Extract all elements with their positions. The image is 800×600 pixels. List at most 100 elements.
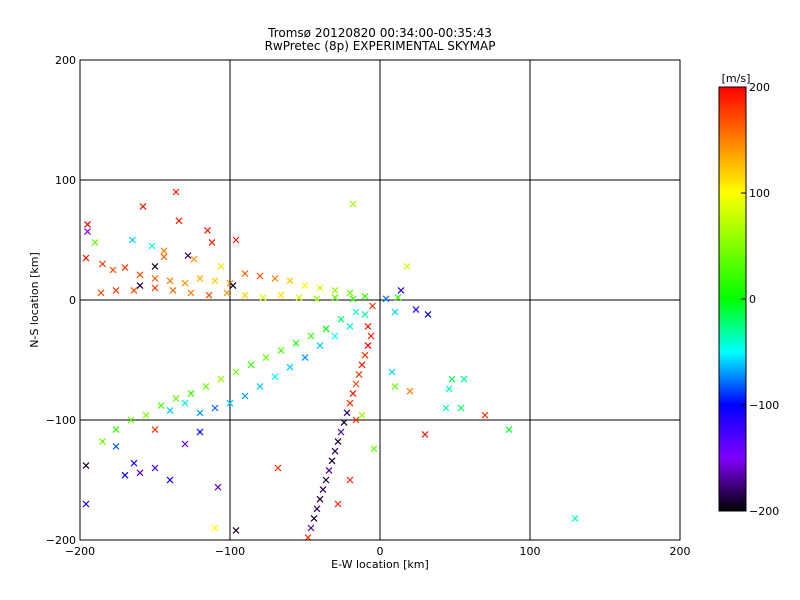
data-point <box>301 354 309 362</box>
data-point <box>352 380 360 388</box>
data-point <box>99 260 106 268</box>
data-point <box>364 342 372 350</box>
data-point <box>382 295 390 303</box>
data-point <box>277 291 285 299</box>
x-tick-label: 200 <box>670 545 691 558</box>
data-point <box>412 306 420 314</box>
data-point <box>136 469 144 477</box>
y-tick-label: 0 <box>69 294 76 307</box>
data-point <box>82 500 90 508</box>
data-point <box>211 277 219 285</box>
data-point <box>328 457 336 465</box>
colorbar-tick-label: 100 <box>749 187 770 200</box>
data-point <box>232 236 240 244</box>
data-point <box>151 426 159 434</box>
data-point <box>310 514 318 522</box>
x-axis-label: E-W location [km] <box>331 558 429 571</box>
data-point <box>166 476 174 484</box>
data-point <box>337 315 345 323</box>
data-point <box>223 289 231 297</box>
colorbar-label: [m/s] <box>722 72 751 85</box>
data-point <box>316 495 324 503</box>
data-point <box>112 442 120 450</box>
data-point <box>388 368 396 376</box>
data-point <box>421 430 429 438</box>
data-point <box>346 476 354 484</box>
y-tick-label: 100 <box>55 174 76 187</box>
data-point <box>229 282 237 290</box>
data-point <box>187 289 195 297</box>
data-point <box>277 346 285 354</box>
data-point <box>313 505 321 513</box>
data-point <box>84 220 91 228</box>
data-point <box>448 375 456 383</box>
data-point <box>481 411 489 419</box>
data-point <box>190 255 198 263</box>
data-point <box>232 526 240 534</box>
data-point <box>202 382 210 390</box>
data-point <box>343 409 351 417</box>
data-point <box>130 286 138 294</box>
data-point <box>160 247 168 255</box>
x-tick-label: 0 <box>377 545 384 558</box>
data-point <box>349 390 357 398</box>
data-point <box>151 262 159 270</box>
data-point <box>99 438 106 446</box>
data-point <box>217 262 225 270</box>
data-point <box>214 483 222 491</box>
x-tick-label: −200 <box>65 545 95 558</box>
data-point <box>319 486 327 494</box>
data-point <box>352 416 360 424</box>
data-point <box>295 294 303 302</box>
data-point <box>187 390 195 398</box>
colorbar-tick-label: 200 <box>749 81 770 94</box>
colorbar: 200 100 0 −100 −200 <box>718 81 779 518</box>
data-point <box>166 277 174 285</box>
x-tick-label: 100 <box>520 545 541 558</box>
x-tick-label: −100 <box>215 545 245 558</box>
data-point <box>166 406 174 414</box>
data-point <box>142 411 150 419</box>
grid <box>80 60 680 540</box>
colorbar-tick-label: 0 <box>749 293 756 306</box>
data-point <box>307 524 315 532</box>
data-point <box>172 394 180 402</box>
data-point <box>226 399 234 407</box>
data-point <box>160 253 168 261</box>
data-point <box>256 272 264 280</box>
data-point <box>349 200 357 208</box>
axes: −200 −100 0 100 200 −200 −100 0 100 200 <box>46 54 691 558</box>
data-point <box>331 332 339 340</box>
data-point <box>352 308 360 316</box>
data-point <box>274 464 282 472</box>
y-axis-label: N-S location [km] <box>28 252 41 348</box>
y-tick-label: −100 <box>46 414 76 427</box>
data-point <box>322 476 330 484</box>
data-point <box>442 404 450 412</box>
data-point <box>445 385 453 393</box>
data-point <box>358 411 366 419</box>
data-point <box>256 382 264 390</box>
colorbar-tick-label: −100 <box>749 399 779 412</box>
data-point <box>316 342 324 350</box>
data-point <box>232 368 240 376</box>
data-point <box>151 464 159 472</box>
data-point <box>457 404 465 412</box>
data-point <box>322 325 330 333</box>
data-point <box>571 514 579 522</box>
y-tick-label: −200 <box>46 534 76 547</box>
data-point <box>370 445 378 453</box>
data-point <box>355 370 363 378</box>
data-point <box>204 226 211 234</box>
data-point <box>331 286 339 294</box>
data-point <box>460 375 468 383</box>
data-point <box>112 286 120 294</box>
y-tick-label: 200 <box>55 54 76 67</box>
data-point <box>271 274 279 282</box>
data-points <box>82 188 579 542</box>
data-point <box>292 339 300 347</box>
chart-subtitle: RwPretec (8p) EXPERIMENTAL SKYMAP <box>265 39 496 53</box>
data-point <box>241 392 249 400</box>
data-point <box>397 286 405 294</box>
data-point <box>196 428 204 436</box>
